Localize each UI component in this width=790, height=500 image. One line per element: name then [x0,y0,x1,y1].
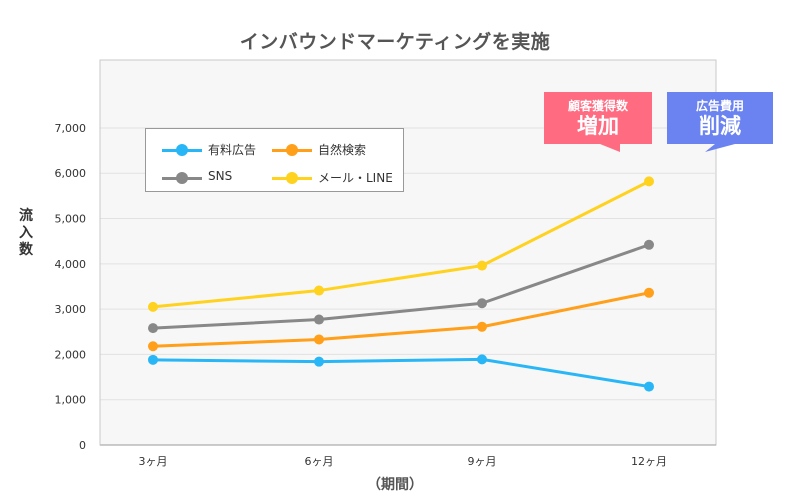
data-point [148,341,158,352]
callout-ad-cost-headline: 削減 [699,114,741,138]
series-lines [148,176,654,392]
legend-label: 有料広告 [208,143,257,157]
y-axis-label: 流入数 [16,208,36,259]
data-point [644,239,654,250]
legend: 有料広告 自然検索 SNS メール・LINE [145,128,404,192]
chart-title: インバウンドマーケティングを実施 [239,31,551,53]
data-point [148,323,158,334]
legend-swatch [272,172,312,184]
y-tick-label: 6,000 [55,167,87,180]
y-axis-label-char: 数 [19,242,33,258]
y-tick-label: 7,000 [55,122,87,135]
data-point [148,354,158,365]
data-point [314,356,324,367]
data-point [477,298,487,309]
x-tick-label: 9ヶ月 [468,455,497,468]
data-point [314,334,324,345]
series-line [152,180,650,309]
x-tick-label: 3ヶ月 [139,455,168,468]
data-point [477,260,487,271]
data-point [644,381,654,392]
series-line [152,357,650,389]
callout-pointer [600,144,620,152]
callout-pointer [705,144,735,152]
legend-label: メール・LINE [318,171,393,185]
callout-customer-acquisition: 顧客獲得数 増加 [544,92,652,144]
y-tick-label: 3,000 [55,303,87,316]
legend-label: SNS [208,169,233,183]
data-point [314,285,324,296]
y-tick-label: 1,000 [55,394,87,407]
x-tick-label: 6ヶ月 [305,455,334,468]
callout-ad-cost: 広告費用 削減 [667,92,773,144]
callout-customer-acquisition-caption: 顧客獲得数 [567,99,628,113]
y-axis-label-char: 入 [19,225,33,241]
data-point [477,321,487,332]
data-point [314,314,324,325]
legend-label: 自然検索 [318,143,367,157]
y-tick-label: 4,000 [55,258,87,271]
x-axis-label: （期間） [367,477,423,493]
y-axis-label-char: 流 [19,208,33,224]
data-point [148,301,158,312]
legend-swatch [162,172,202,184]
data-point [477,354,487,365]
y-tick-label: 0 [79,439,86,452]
axes: 0 1,000 2,000 3,000 4,000 5,000 6,000 7,000 3ヶ月 6… [55,60,716,468]
legend-swatch [272,144,312,156]
series-line [152,243,650,330]
callout-ad-cost-caption: 広告費用 [695,99,744,113]
series-line [152,291,650,348]
data-point [644,176,654,187]
y-tick-label: 2,000 [55,348,87,361]
y-tick-label: 5,000 [55,213,87,226]
data-point [644,287,654,298]
legend-swatch [162,144,202,156]
x-tick-label: 12ヶ月 [631,455,667,468]
callout-customer-acquisition-headline: 増加 [577,114,619,138]
